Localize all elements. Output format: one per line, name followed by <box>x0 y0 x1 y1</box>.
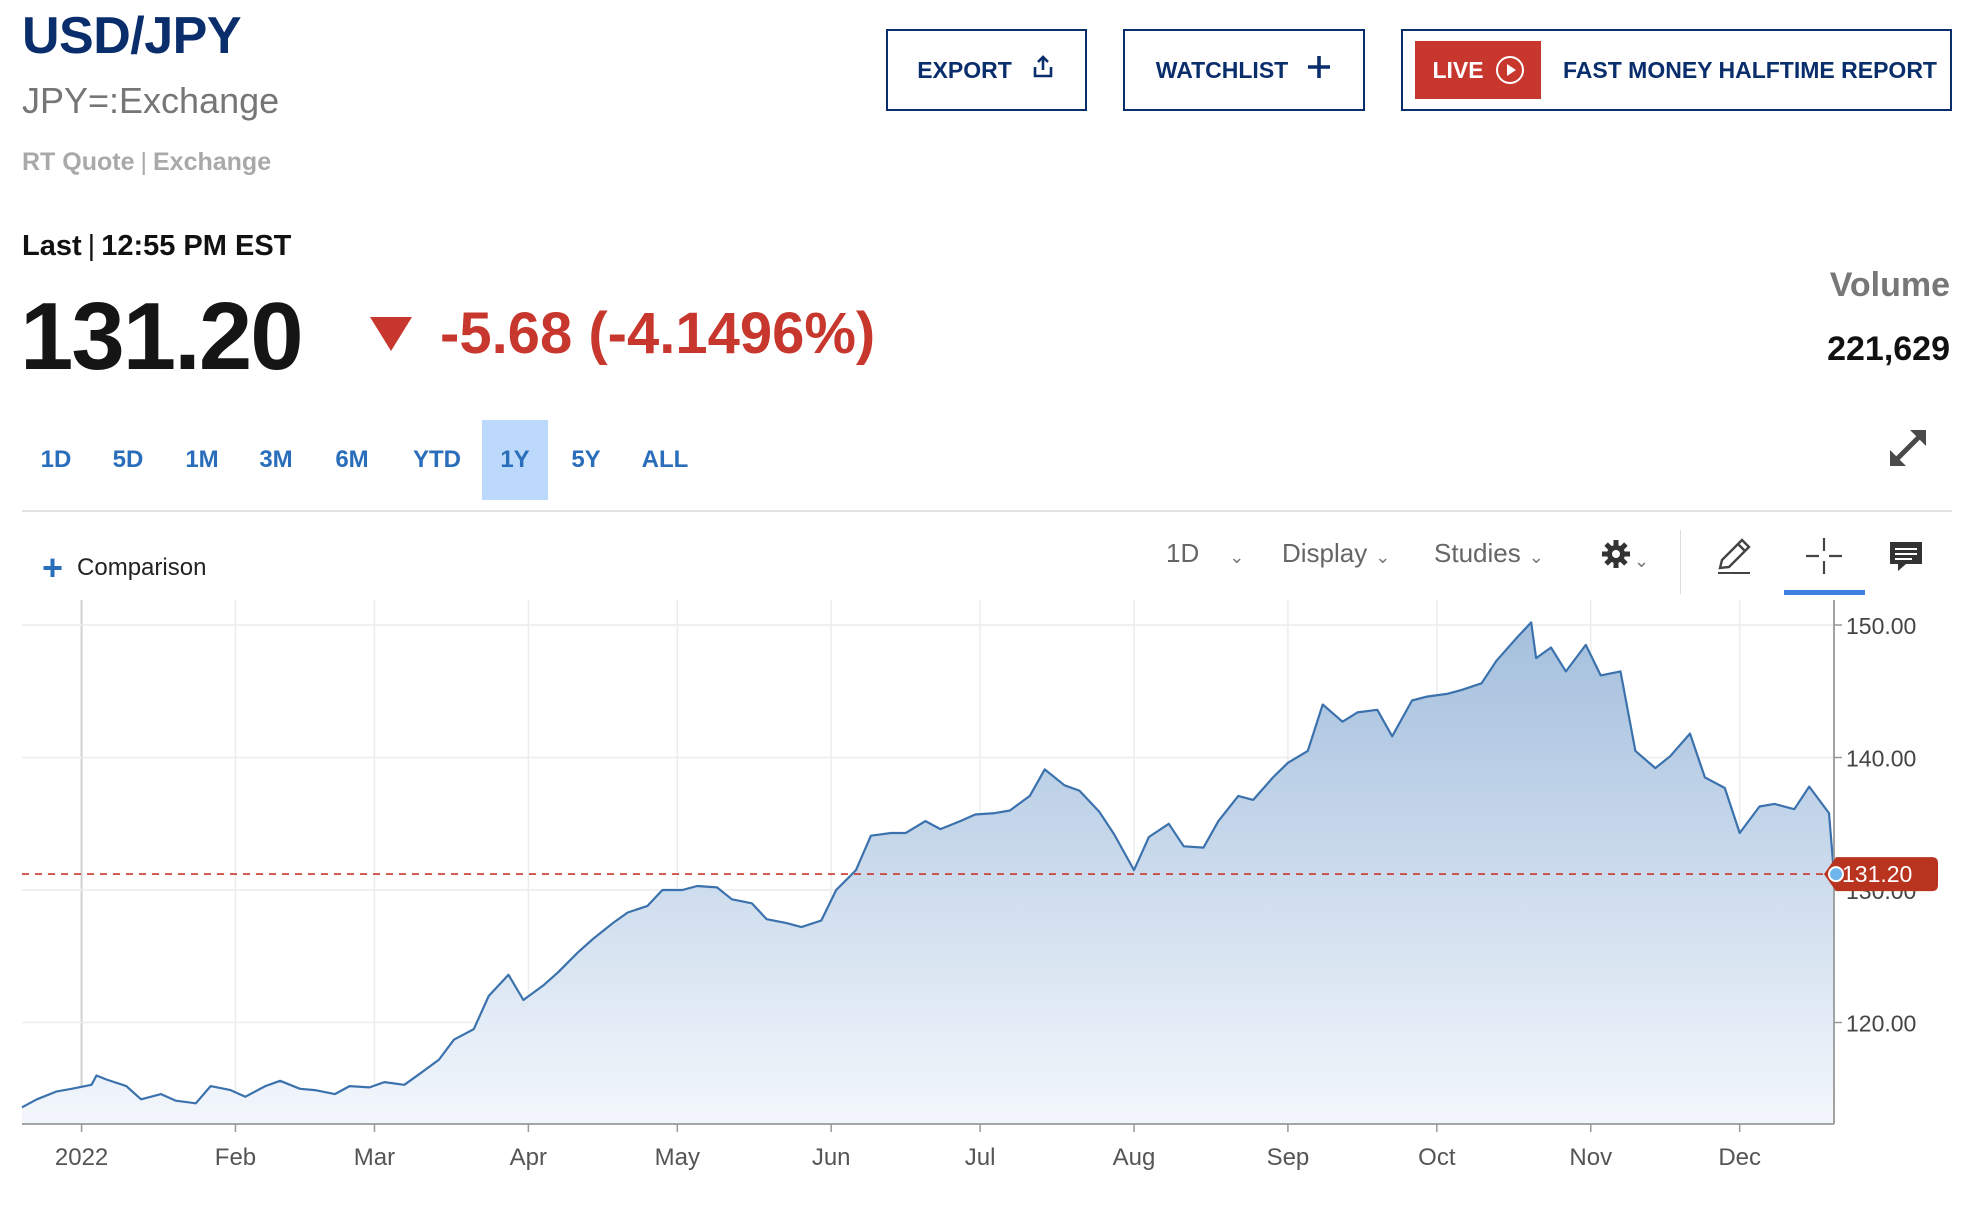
x-tick-label: Apr <box>510 1144 547 1171</box>
settings-dropdown[interactable]: ⌄ <box>1600 538 1649 577</box>
down-arrow-icon <box>370 316 412 351</box>
x-tick-label: Sep <box>1267 1144 1310 1171</box>
range-tab-3m[interactable]: 3M <box>259 446 293 473</box>
last-label: Last <box>22 230 82 262</box>
gear-icon <box>1600 538 1632 577</box>
last-price-badge-label: 131.20 <box>1842 861 1912 887</box>
expand-icon[interactable] <box>1880 420 1936 476</box>
active-tool-indicator <box>1784 590 1865 595</box>
price-area <box>22 622 1834 1124</box>
x-tick-label: Nov <box>1569 1144 1612 1171</box>
comment-icon[interactable] <box>1884 534 1928 578</box>
price-chart[interactable]: 2022 Feb Mar Apr May Jun Jul Aug Sep Oct Nov Dec 150… <box>0 600 1976 1210</box>
x-tick-label: 2022 <box>55 1144 108 1171</box>
watchlist-label: WATCHLIST <box>1155 56 1289 83</box>
play-circle-icon <box>1495 56 1524 84</box>
last-price: 131.20 <box>20 283 304 390</box>
price-change: -5.68 (-4.1496%) <box>370 300 875 367</box>
interval-value: 1D <box>1166 538 1200 568</box>
live-report-button[interactable]: LIVE FAST MONEY HALFTIME REPORT <box>1401 29 1952 111</box>
x-tick-label: May <box>655 1144 700 1171</box>
range-tab-all[interactable]: ALL <box>641 446 689 473</box>
interval-dropdown[interactable]: 1D ⌄ <box>1166 538 1244 569</box>
live-label: LIVE <box>1432 56 1484 83</box>
range-tab-5d[interactable]: 5D <box>112 446 144 473</box>
studies-label: Studies <box>1434 538 1521 568</box>
last-separator: | <box>87 230 96 262</box>
x-tick-label: Oct <box>1418 1144 1456 1171</box>
plus-icon <box>1306 54 1332 86</box>
last-price-dot <box>1828 866 1844 883</box>
display-dropdown[interactable]: Display ⌄ <box>1282 538 1390 569</box>
quote-source: RT Quote | Exchange <box>22 148 271 177</box>
watchlist-button[interactable]: WATCHLIST <box>1123 29 1365 111</box>
range-tab-1d[interactable]: 1D <box>40 446 72 473</box>
x-tick-label: Aug <box>1113 1144 1156 1171</box>
range-tab-5y[interactable]: 5Y <box>571 446 601 473</box>
y-tick-label: 150.00 <box>1846 613 1916 639</box>
rt-quote-label: RT Quote <box>22 148 135 176</box>
export-button[interactable]: EXPORT <box>886 29 1087 111</box>
chart-axes: 2022 Feb Mar Apr May Jun Jul Aug Sep Oct Nov Dec 150… <box>22 600 1938 1171</box>
range-tab-1m[interactable]: 1M <box>185 446 219 473</box>
last-trade-label: Last | 12:55 PM EST <box>22 230 291 263</box>
section-divider <box>22 510 1952 512</box>
last-price-badge <box>1824 857 1938 892</box>
symbol-title: USD/JPY <box>22 7 242 65</box>
export-label: EXPORT <box>917 56 1012 83</box>
plus-icon: + <box>42 547 64 588</box>
chevron-down-icon: ⌄ <box>1375 547 1391 567</box>
rt-separator: | <box>140 148 148 176</box>
volume-value: 221,629 <box>1827 330 1950 368</box>
range-tab-ytd[interactable]: YTD <box>413 446 461 473</box>
x-tick-label: Jul <box>965 1144 996 1171</box>
crosshair-icon[interactable] <box>1802 534 1846 578</box>
x-tick-label: Dec <box>1718 1144 1761 1171</box>
range-tab-6m[interactable]: 6M <box>335 446 369 473</box>
live-program-title: FAST MONEY HALFTIME REPORT <box>1563 56 1937 83</box>
chart-plot <box>21 621 1844 1124</box>
live-badge: LIVE <box>1415 41 1541 99</box>
chevron-down-icon: ⌄ <box>1229 547 1245 567</box>
volume-label: Volume <box>1829 266 1950 304</box>
range-tab-1y[interactable]: 1Y <box>482 420 548 500</box>
comparison-button[interactable]: + Comparison <box>42 550 206 586</box>
toolbar-separator <box>1680 530 1681 594</box>
display-label: Display <box>1282 538 1368 568</box>
chevron-down-icon: ⌄ <box>1634 551 1650 571</box>
y-tick-label: 140.00 <box>1846 746 1916 772</box>
price-change-value: -5.68 (-4.1496%) <box>440 301 876 366</box>
comparison-label: Comparison <box>77 554 207 581</box>
studies-dropdown[interactable]: Studies ⌄ <box>1434 538 1544 569</box>
share-icon <box>1030 54 1056 86</box>
chevron-down-icon: ⌄ <box>1528 547 1544 567</box>
last-time: 12:55 PM EST <box>101 230 292 262</box>
exchange-name: JPY=:Exchange <box>22 80 280 121</box>
rt-exchange-label: Exchange <box>153 148 272 176</box>
x-tick-label: Mar <box>354 1144 395 1171</box>
price-line <box>21 621 1836 1109</box>
y-tick-label: 120.00 <box>1846 1011 1916 1037</box>
x-tick-label: Feb <box>215 1144 256 1171</box>
x-tick-label: Jun <box>812 1144 851 1171</box>
pencil-icon[interactable] <box>1712 534 1756 578</box>
